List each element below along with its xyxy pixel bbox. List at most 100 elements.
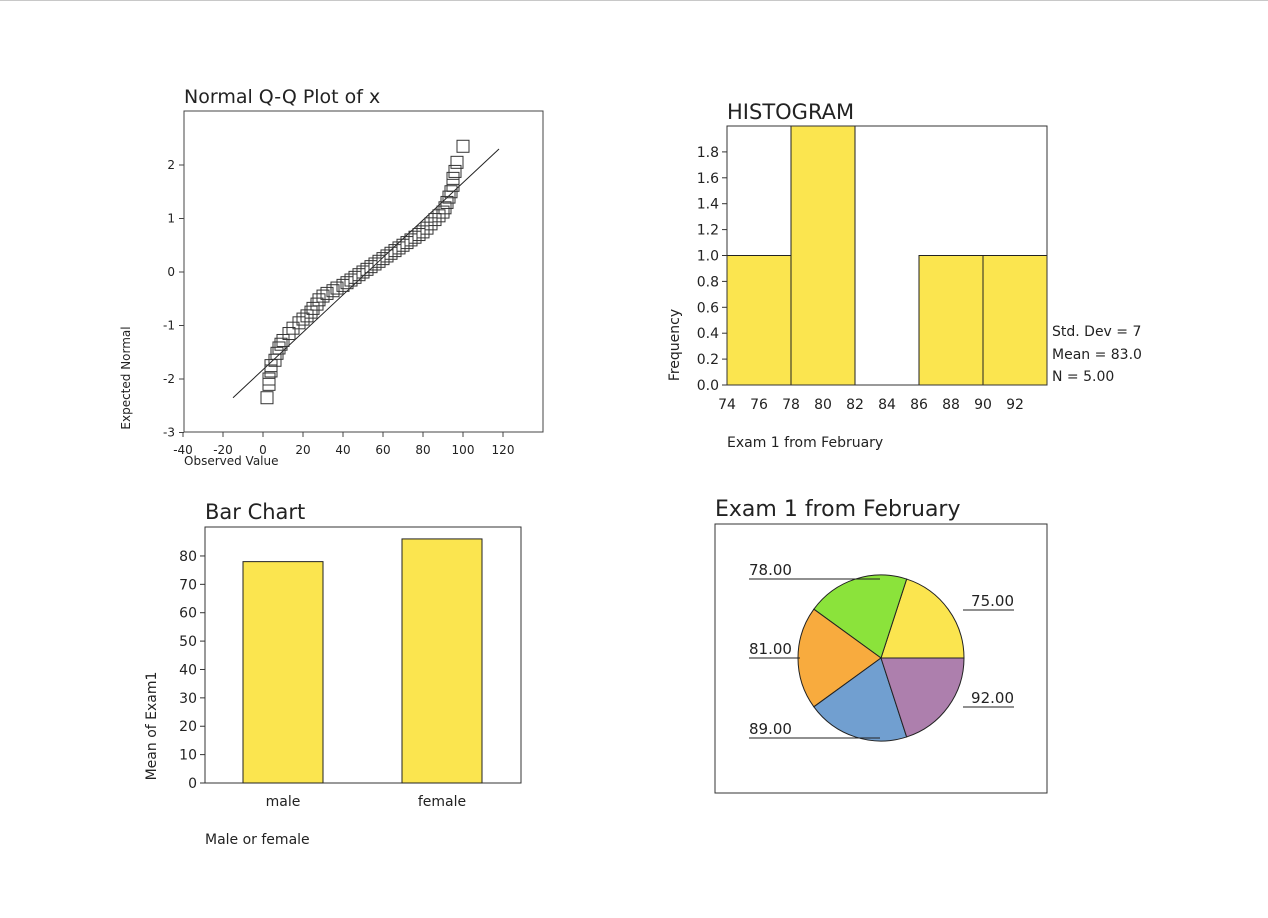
bar-male <box>242 561 324 784</box>
qq-y-tick-label: -2 <box>163 372 175 386</box>
histogram-x-tick-label: 88 <box>942 397 960 413</box>
qq-title: Normal Q-Q Plot of x <box>184 86 380 108</box>
bar-category-label: female <box>418 794 466 810</box>
histogram-y-tick-label: 0.4 <box>697 326 719 342</box>
qq-point <box>326 284 340 298</box>
qq-point <box>372 254 386 268</box>
qq-x-tick-label: 120 <box>492 443 515 457</box>
qq-point <box>384 246 398 260</box>
pie-labels: 75.00 78.00 81.00 89.00 92.00 <box>749 561 1014 739</box>
histogram-bar <box>982 255 1048 386</box>
histogram-x-tick-label: 80 <box>814 397 832 413</box>
qq-point <box>408 230 422 244</box>
histogram-mean: Mean = 83.0 <box>1052 347 1142 363</box>
qq-point <box>446 171 460 185</box>
qq-point <box>272 341 286 355</box>
histogram-y-tick-label: 1.2 <box>697 223 719 239</box>
histogram-std-dev: Std. Dev = 7 <box>1052 324 1141 340</box>
qq-point <box>416 225 430 239</box>
qq-point <box>344 273 358 287</box>
qq-x-tick-label: 80 <box>415 443 430 457</box>
qq-x-tick-label: 60 <box>375 443 390 457</box>
qq-point <box>274 337 288 351</box>
qq-point <box>360 262 374 276</box>
bar-y-tick-label: 50 <box>179 634 197 650</box>
histogram-y-tick-label: 0.2 <box>697 352 719 368</box>
qq-point <box>404 233 418 247</box>
qq-y-tick-label: 1 <box>167 212 175 226</box>
qq-point <box>392 241 406 255</box>
pie-frame <box>714 523 1048 794</box>
histogram-title: HISTOGRAM <box>727 100 854 124</box>
qq-point <box>316 289 330 303</box>
qq-point <box>380 249 394 263</box>
bar-y-tick-label: 80 <box>179 549 197 565</box>
qq-y-tick-label: -1 <box>163 319 175 333</box>
histogram-y-tick-label: 0.6 <box>697 300 719 316</box>
qq-point <box>262 372 276 386</box>
histogram-y-tick-label: 1.6 <box>697 171 719 187</box>
qq-x-tick-label: 40 <box>335 443 350 457</box>
qq-point <box>296 312 310 326</box>
histogram-x-tick-label: 74 <box>718 397 736 413</box>
histogram-bar <box>726 255 792 386</box>
qq-reference-line <box>232 148 500 399</box>
bar-chart-x-label: Male or female <box>205 832 310 848</box>
qq-point <box>336 278 350 292</box>
qq-x-tick-label: 20 <box>295 443 310 457</box>
histogram-x-tick-label: 90 <box>974 397 992 413</box>
histogram-y-tick-label: 1.0 <box>697 249 719 265</box>
qq-point <box>282 327 296 341</box>
bar-chart-axes: 0 10 20 30 40 50 60 70 80 <box>179 549 205 792</box>
histogram-n: N = 5.00 <box>1052 369 1114 385</box>
qq-point <box>388 244 402 258</box>
qq-point <box>400 236 414 250</box>
bar-chart-y-label: Mean of Exam1 <box>144 672 160 781</box>
qq-point <box>260 391 274 405</box>
histogram-x-tick-label: 78 <box>782 397 800 413</box>
pie-chart: Exam 1 from February 75.00 78.00 81.00 89.0… <box>714 497 1048 794</box>
histogram: HISTOGRAM 0.0 0.2 0.4 0.6 0.8 1.0 1.2 1.4 1.6 1.8… <box>667 100 1142 451</box>
histogram-y-tick-label: 1.4 <box>697 197 719 213</box>
bar-y-tick-label: 40 <box>179 662 197 678</box>
bar-chart: Bar Chart male female 0 10 20 30 40 50 60 70 80 M… <box>144 500 522 848</box>
qq-x-label: Observed Value <box>184 454 279 468</box>
histogram-bar <box>918 255 984 386</box>
qq-point <box>448 164 462 178</box>
qq-point <box>420 221 434 235</box>
histogram-x-tick-label: 76 <box>750 397 768 413</box>
qq-point <box>292 316 306 330</box>
qq-axes: 2 1 0 -1 -2 -3 -40 -20 0 20 40 60 80 100 120 <box>163 111 543 457</box>
bar-chart-title: Bar Chart <box>205 500 305 524</box>
qq-points <box>260 139 470 405</box>
pie-slice-89.00 <box>813 657 908 742</box>
qq-x-tick-label: -20 <box>213 443 233 457</box>
histogram-x-tick-label: 86 <box>910 397 928 413</box>
pie-slice-92.00 <box>880 657 965 738</box>
pie-slice-75.00 <box>880 578 965 659</box>
qq-y-tick-label: -3 <box>163 426 175 440</box>
qq-x-tick-label: 100 <box>452 443 475 457</box>
histogram-bars <box>726 125 1048 386</box>
bar-y-tick-label: 10 <box>179 748 197 764</box>
pie-label: 81.00 <box>749 640 792 658</box>
pie-label: 89.00 <box>749 720 792 738</box>
qq-frame <box>183 110 544 433</box>
qq-y-tick-label: 2 <box>167 158 175 172</box>
histogram-x-tick-label: 82 <box>846 397 864 413</box>
qq-point <box>438 201 452 215</box>
qq-point <box>270 346 284 360</box>
histogram-axes: 0.0 0.2 0.4 0.6 0.8 1.0 1.2 1.4 1.6 1.8 74 76 78 80 82… <box>697 145 1024 413</box>
qq-point <box>376 252 390 266</box>
qq-point <box>340 276 354 290</box>
histogram-y-tick-label: 0.8 <box>697 274 719 290</box>
qq-x-tick-label: -40 <box>173 443 193 457</box>
qq-y-label: Expected Normal <box>119 326 133 429</box>
histogram-bar <box>790 125 856 386</box>
qq-x-tick-label: 0 <box>259 443 267 457</box>
qq-point <box>424 217 438 231</box>
qq-plot: Normal Q-Q Plot of x 2 1 0 -1 -2 -3 -40 -20 0 20 4… <box>119 86 544 468</box>
qq-point <box>440 195 454 209</box>
qq-point <box>456 139 470 153</box>
